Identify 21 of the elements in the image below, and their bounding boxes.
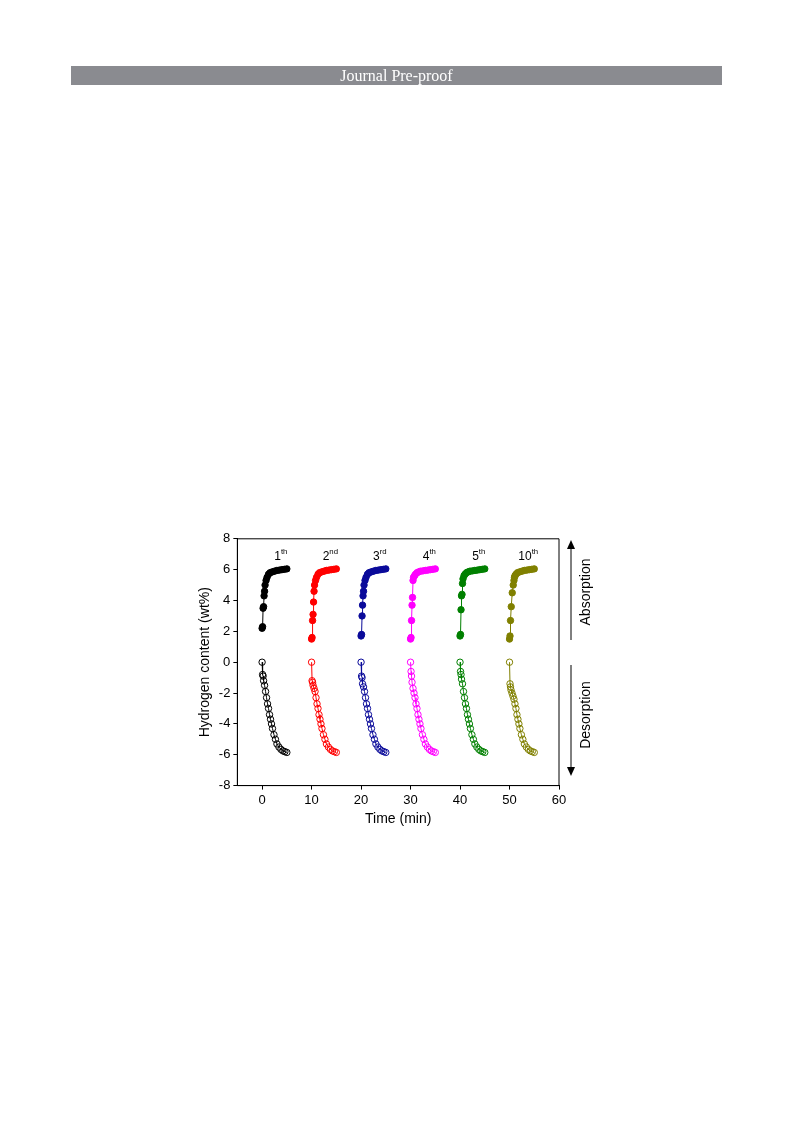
x-axis-title: Time (min) [364, 810, 432, 827]
y-tick-label: -6 [218, 746, 231, 762]
y-tick-label: -8 [218, 777, 231, 793]
text: Desorption [577, 681, 593, 749]
y-tick-label: 6 [223, 561, 231, 577]
x-tick-label: 30 [403, 791, 418, 807]
x-tick-label: 60 [551, 791, 567, 807]
x-tick-label: 20 [353, 791, 369, 807]
text: Absorption [577, 558, 593, 626]
x-tick-label: 50 [502, 791, 517, 807]
y-tick-label: 2 [223, 622, 231, 638]
x-tick-label: 0 [258, 791, 266, 807]
y-tick-label: 8 [223, 530, 231, 546]
x-tick-label: 40 [452, 791, 468, 807]
x-tick-label: 10 [304, 791, 319, 807]
y-tick-label: -4 [218, 715, 231, 731]
y-tick-label: 0 [223, 653, 231, 669]
text: Journal Pre-proof [71, 66, 722, 85]
y-axis-title: Hydrogen content (wt%) [196, 587, 213, 738]
y-tick-label: -2 [218, 684, 231, 700]
y-tick-label: 4 [223, 592, 231, 608]
